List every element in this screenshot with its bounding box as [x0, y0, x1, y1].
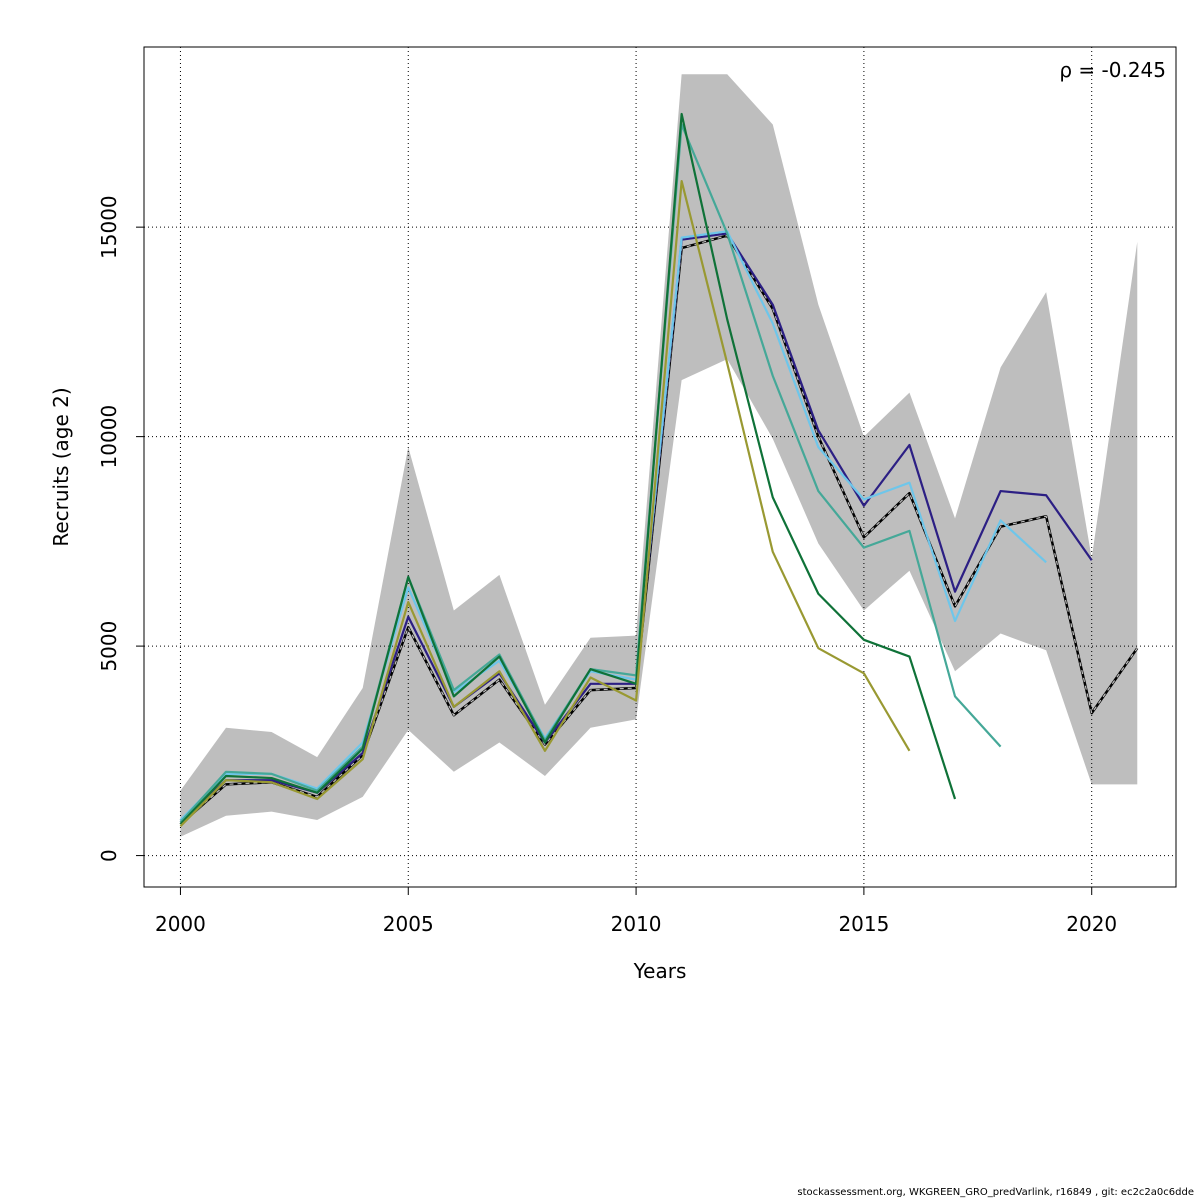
y-tick-label: 15000 — [97, 195, 121, 259]
correlation-annotation: ρ = -0.245 — [1059, 58, 1166, 82]
x-axis-title: Years — [633, 959, 687, 983]
x-tick-label: 2000 — [155, 912, 206, 936]
x-tick-label: 2005 — [383, 912, 434, 936]
series-line-4 — [179, 112, 957, 825]
x-tick-label: 2015 — [838, 912, 889, 936]
y-tick-label: 5000 — [97, 621, 121, 672]
y-tick-label: 10000 — [97, 405, 121, 469]
series-line-5 — [179, 179, 911, 828]
x-tick-label: 2010 — [611, 912, 662, 936]
x-tick-label: 2020 — [1066, 912, 1117, 936]
footer-credit: stockassessment.org, WKGREEN_GRO_predVar… — [797, 1187, 1194, 1198]
y-axis-title: Recruits (age 2) — [49, 387, 73, 546]
series-layer — [179, 112, 1139, 828]
y-tick-label: 0 — [97, 849, 121, 862]
axis-layer: 2000 2005 2010 2015 2020 0 5000 10000 15000 — [97, 195, 1117, 936]
series-line-0-dash — [180, 234, 1138, 825]
grid-layer — [144, 47, 1176, 887]
